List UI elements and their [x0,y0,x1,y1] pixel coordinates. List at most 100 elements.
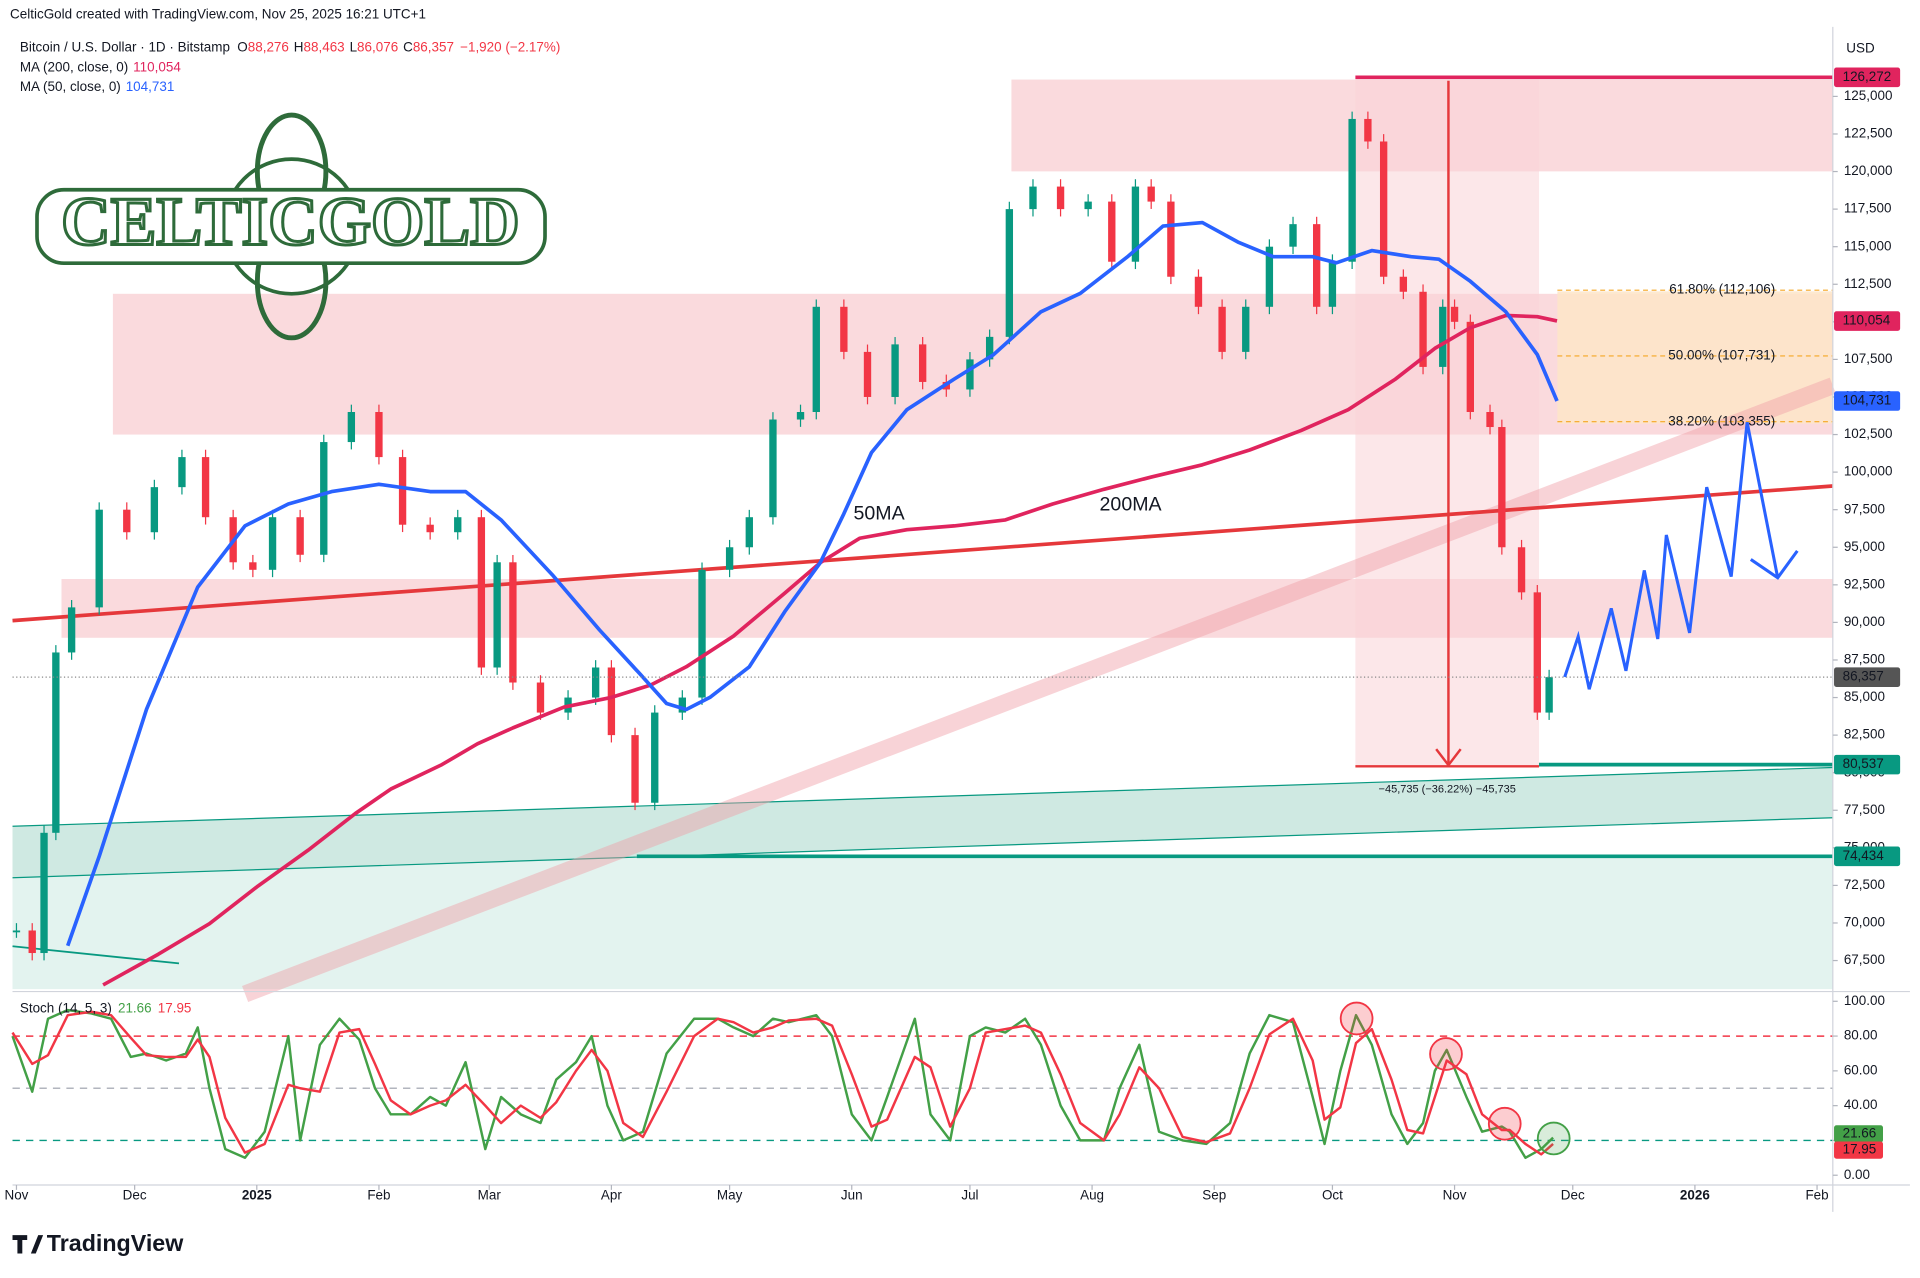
x-tick-label: 2025 [242,1188,272,1203]
y-tick-label: 117,500 [1844,201,1892,216]
channel-line [12,817,1833,879]
candle [347,412,356,443]
symbol: Bitcoin / U.S. Dollar · 1D · Bitstamp [20,39,230,54]
y-tick-label: 82,500 [1844,727,1885,742]
candle [1379,141,1388,277]
price-badge-label: 86,357 [1843,669,1884,684]
price-badge-label: 74,434 [1843,848,1885,863]
ohlc-value: 86,076 [357,39,398,54]
candle [426,524,434,533]
ohlc-key: H [294,39,304,54]
candle [201,457,210,518]
y-tick-label: 87,500 [1844,652,1885,667]
y-tick-label: 100.00 [1844,993,1885,1008]
candle [1399,276,1408,292]
candle [725,547,734,570]
y-tick-label: 80.00 [1844,1028,1878,1043]
price-badge [1834,391,1901,411]
trend-line [12,484,1833,623]
y-tick-label: 122,500 [1844,126,1893,141]
price-badge [1834,311,1901,331]
y-tick-label: 100,000 [1844,464,1893,479]
candle [28,930,36,954]
ma-value: 110,054 [133,59,181,74]
y-tick-label: 70,000 [1844,915,1885,930]
ohlc-key: C [403,39,413,54]
y-tick-label: 95,000 [1844,539,1885,554]
logo-text: CELTICGOLD [61,184,519,260]
series-line [65,220,1559,947]
x-tick-label: Oct [1322,1188,1343,1203]
stoch-badge [1834,1141,1883,1159]
x-tick-label: Sep [1202,1188,1226,1203]
stoch-badge [1834,1125,1883,1143]
price-badge [1834,667,1901,687]
candle [1328,261,1337,307]
signal-circle [1536,1121,1571,1156]
fib-label: 50.00% (107,731) [1668,347,1775,362]
candle [150,487,159,533]
candle [1364,118,1372,142]
candle [1545,677,1553,713]
y-tick-label: 40.00 [1844,1097,1878,1112]
candle [1194,276,1203,307]
brand-name: TradingView [47,1230,184,1256]
brand-icon [12,1235,44,1254]
candle [12,930,21,933]
ohlc-value: 86,357 [413,39,454,54]
drop-arrowhead [1435,748,1462,768]
candle [67,607,76,653]
y-tick-label: 67,500 [1844,952,1885,967]
y-tick-label: 77,500 [1844,802,1885,817]
candle [966,359,974,390]
signal-circle [1487,1106,1522,1141]
stoch-value: 21.66 [118,1000,152,1015]
candle [769,419,777,518]
candle [1265,246,1274,307]
candle [678,697,686,713]
y-tick-label: 0.00 [1844,1167,1870,1182]
fib-zone [1557,291,1833,424]
candle [1439,306,1447,367]
y-tick-label: 102,500 [1844,426,1893,441]
stoch-legend: Stoch (14, 5, 3) 21.66 17.95 [20,1000,192,1015]
candle [40,832,48,954]
candle [1084,201,1092,210]
stoch-badge-label: 21.66 [1843,1125,1877,1140]
ohlc-key: O [237,39,247,54]
x-tick-label: Jul [961,1188,978,1203]
candle [398,457,407,525]
candle [268,517,277,570]
price-badge-label: 104,731 [1843,393,1892,408]
candle [123,509,131,533]
candle [1005,209,1014,337]
price-badge [1834,754,1901,775]
y-tick-label: 85,000 [1844,689,1885,704]
candle [1242,306,1250,352]
y-tick-label: 72,500 [1844,877,1885,892]
support-zone [61,579,1833,638]
candle [1533,592,1541,713]
stoch-title: Stoch (14, 5, 3) [20,1000,112,1015]
candle [1486,412,1494,428]
y-tick-label: 97,500 [1844,501,1885,516]
logo: CELTICGOLD [35,112,547,341]
series-line [102,313,1558,987]
y-tick-label: 112,500 [1844,276,1892,291]
stoch-badge-label: 17.95 [1843,1142,1877,1157]
candle [1108,201,1116,262]
x-tick-label: May [717,1188,743,1203]
series-line [11,1008,1554,1160]
candle [178,457,186,488]
x-tick-label: Aug [1080,1188,1104,1203]
candle [985,336,994,360]
candle [1517,547,1526,593]
x-tick-label: Jun [841,1188,863,1203]
ohlc-value: 88,276 [248,39,289,54]
candle [651,712,659,803]
x-tick-label: Nov [1443,1188,1467,1203]
annotation: −45,735 (−36.22%) −45,735 [1379,783,1516,795]
projection-arrow [1749,549,1799,580]
